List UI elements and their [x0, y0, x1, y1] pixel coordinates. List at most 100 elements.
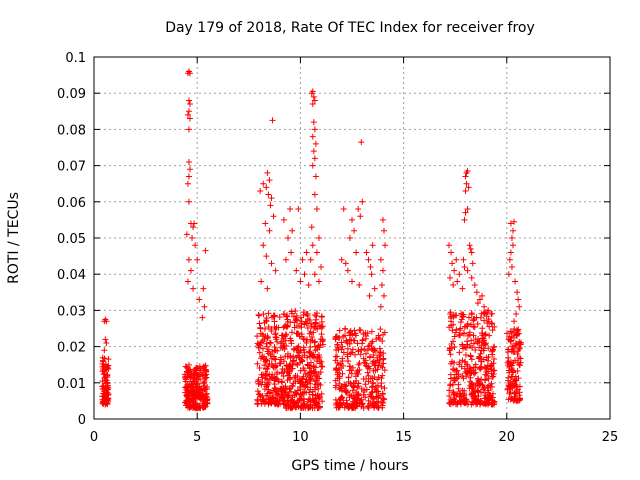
data-point [342, 326, 349, 333]
data-point [263, 253, 270, 260]
data-point [274, 347, 281, 354]
data-point [256, 312, 263, 319]
data-point [514, 397, 521, 404]
data-point [464, 168, 471, 175]
data-point [354, 391, 361, 398]
data-point [291, 389, 298, 396]
data-point [462, 344, 469, 351]
data-point [200, 392, 207, 399]
data-point [349, 278, 355, 285]
data-point [344, 388, 351, 395]
data-point [186, 70, 193, 77]
data-point [352, 351, 359, 358]
data-point [254, 397, 261, 404]
data-point [182, 374, 189, 381]
data-point [479, 330, 486, 337]
axis-tick-labels: 0 5 10 15 20 25 0 0.01 0.02 0.03 0.04 0.05 0.06 0.07 0… [57, 51, 618, 445]
data-point [197, 396, 204, 403]
data-point [468, 249, 475, 256]
data-point [365, 372, 372, 379]
data-point [363, 249, 370, 256]
data-point [335, 361, 342, 368]
data-point [260, 371, 267, 378]
data-point [467, 245, 474, 252]
data-point [101, 347, 108, 354]
data-point [190, 370, 197, 377]
data-point [259, 353, 266, 360]
data-point [463, 180, 470, 187]
data-point [491, 356, 498, 363]
data-point [254, 360, 261, 367]
data-point [302, 370, 309, 377]
data-point [343, 337, 350, 344]
data-point [312, 338, 319, 345]
data-point [369, 338, 376, 345]
data-point [381, 396, 388, 403]
data-point [304, 312, 311, 319]
data-point [267, 202, 274, 209]
data-point [274, 397, 281, 404]
data-point [314, 374, 321, 381]
data-point [186, 115, 193, 122]
data-point [297, 391, 304, 398]
data-point [201, 303, 208, 310]
data-point [472, 364, 479, 371]
data-point [348, 370, 355, 377]
data-point [316, 344, 323, 351]
data-point [256, 365, 263, 372]
data-point [315, 395, 322, 402]
data-point [516, 362, 523, 369]
data-point [261, 400, 268, 407]
data-point [263, 340, 270, 347]
data-point [296, 333, 303, 340]
data-point [459, 396, 466, 403]
data-point [370, 367, 377, 374]
data-point [359, 198, 366, 205]
data-point [287, 354, 294, 361]
data-point [307, 328, 314, 335]
data-point [457, 332, 464, 339]
data-point [201, 404, 208, 411]
data-point [319, 363, 326, 370]
data-point [470, 323, 477, 330]
data-point [339, 402, 346, 409]
data-point [311, 311, 318, 318]
data-point [286, 368, 293, 375]
data-point [332, 401, 339, 408]
data-point [480, 309, 487, 316]
data-point [490, 360, 497, 367]
data-point [267, 352, 274, 359]
data-point [309, 242, 316, 249]
data-point [504, 349, 511, 356]
data-point [461, 391, 468, 398]
data-point [376, 335, 383, 342]
data-point [507, 220, 514, 227]
data-point [304, 324, 311, 331]
data-point [311, 401, 318, 408]
data-point [184, 180, 191, 187]
data-point [103, 377, 110, 384]
data-point [504, 359, 511, 366]
data-point [507, 249, 514, 256]
x-tick-label: 5 [193, 430, 201, 445]
data-point [470, 316, 477, 323]
data-point [467, 378, 474, 385]
data-point [264, 334, 271, 341]
data-point [365, 343, 372, 350]
data-point [514, 351, 521, 358]
data-point [295, 206, 302, 213]
data-point [264, 348, 271, 355]
data-point [357, 327, 364, 334]
data-point [200, 380, 207, 387]
data-point [485, 375, 492, 382]
data-point [307, 380, 314, 387]
data-point [456, 393, 463, 400]
data-point [506, 256, 513, 263]
data-point [194, 365, 201, 372]
data-point [307, 256, 314, 263]
data-point [260, 242, 267, 249]
data-point [271, 318, 278, 325]
data-point [361, 387, 368, 394]
data-point [451, 267, 458, 274]
y-tick-label: 0.04 [57, 268, 86, 283]
